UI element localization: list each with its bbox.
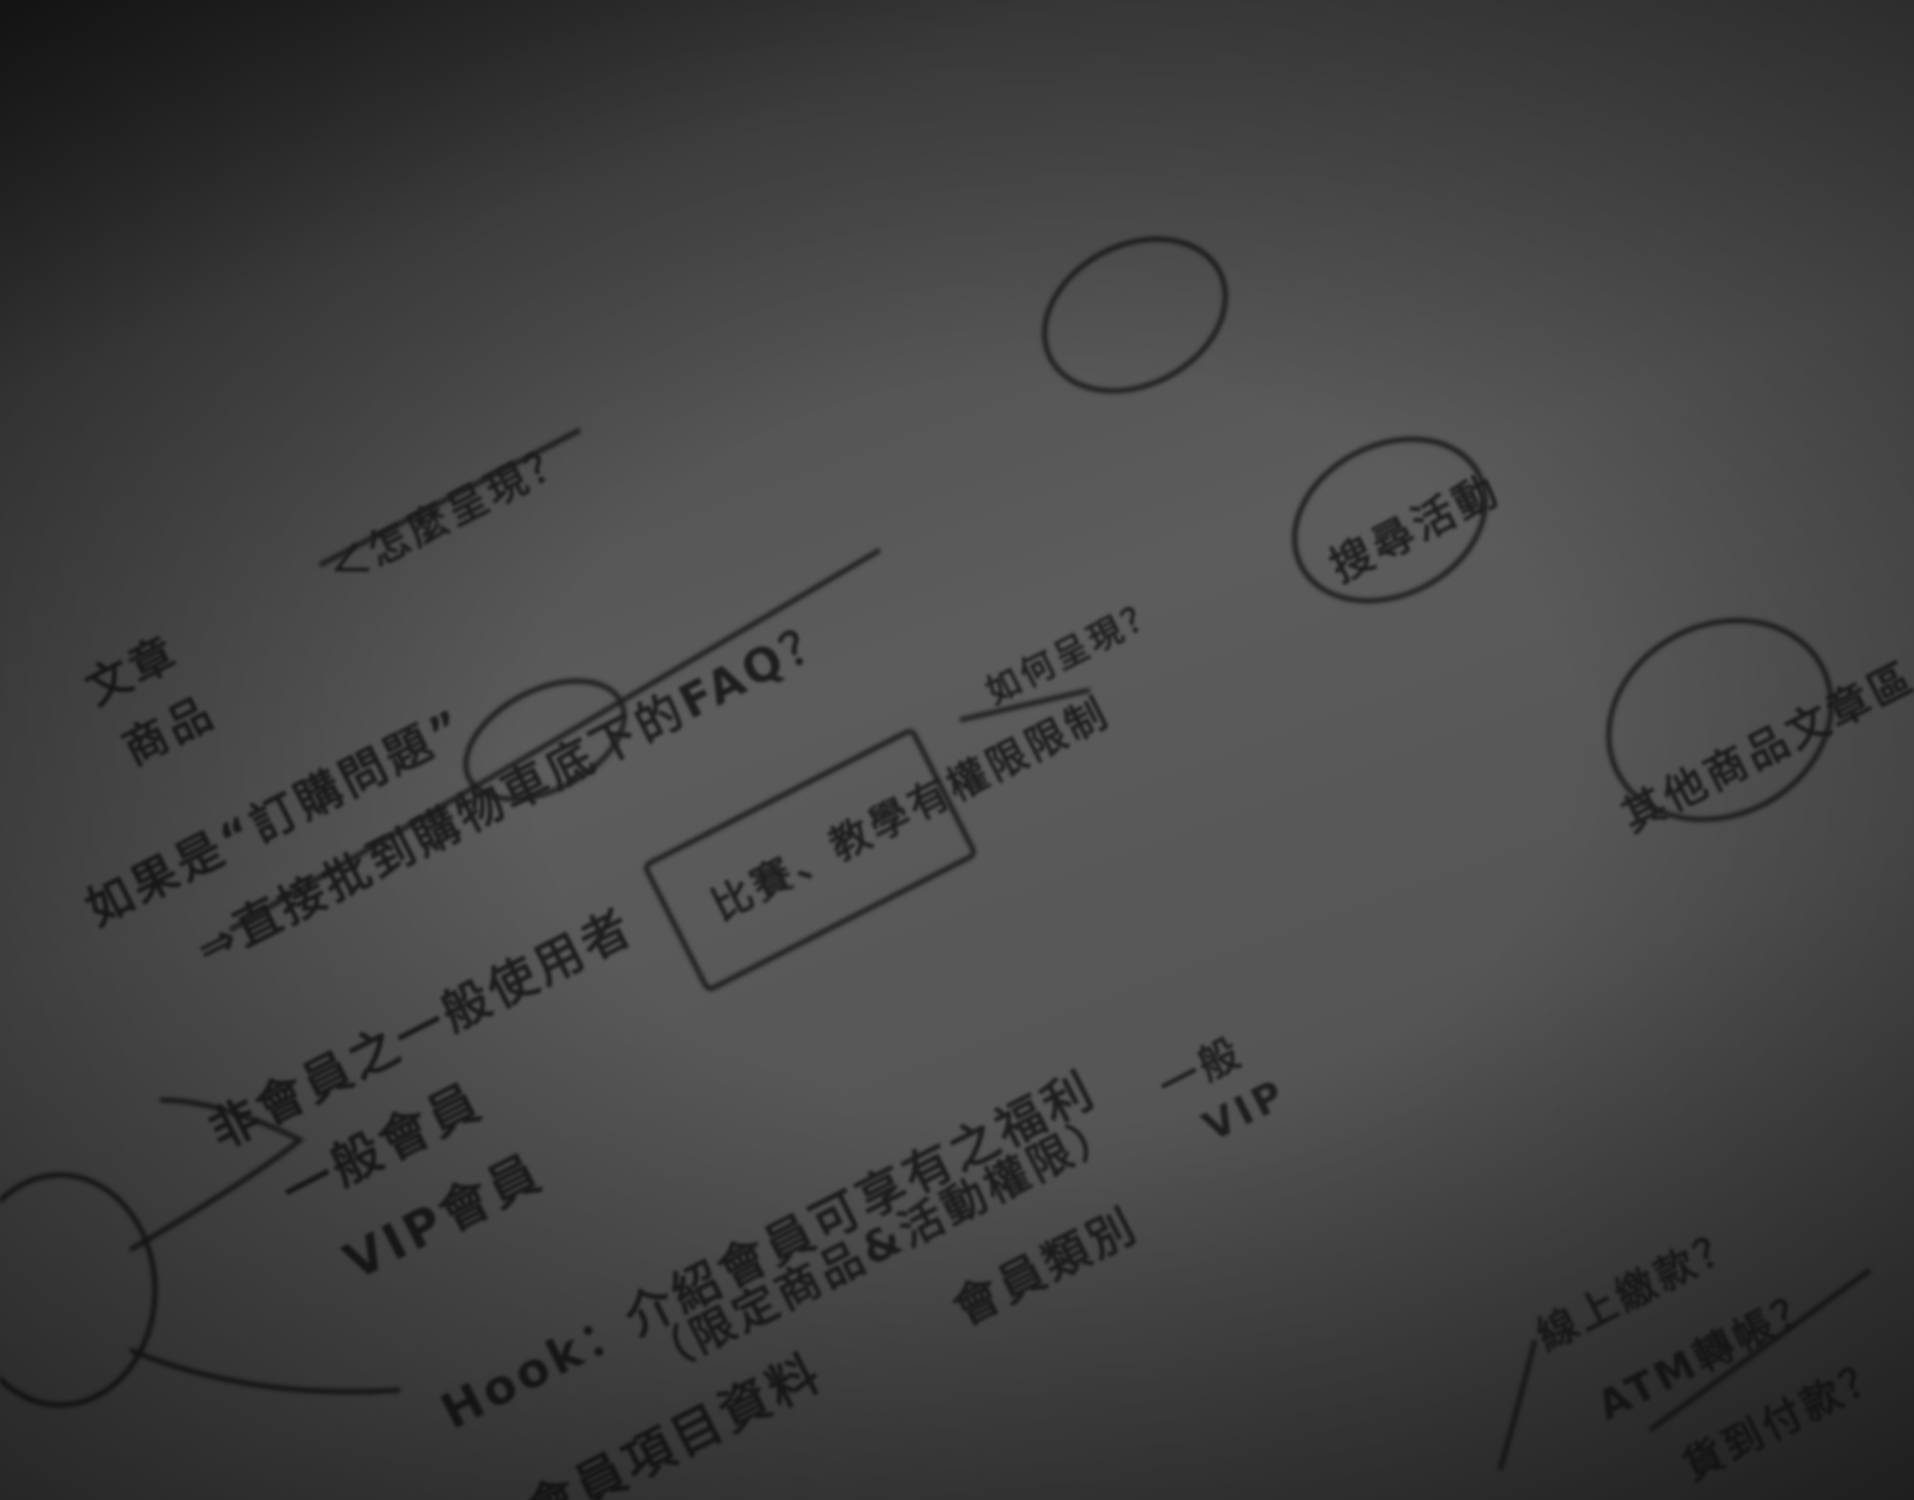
arrow [1497,1339,1538,1471]
circle-node [0,1172,158,1408]
circle-node [1042,236,1228,394]
arrow [129,1347,401,1395]
